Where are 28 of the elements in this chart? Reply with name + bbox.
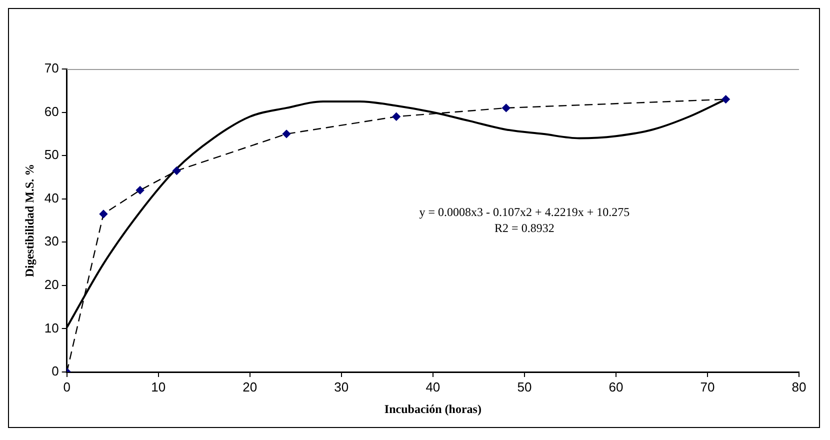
x-tick-label: 50 — [517, 379, 532, 394]
y-tick-label: 50 — [44, 147, 59, 162]
x-tick-label: 70 — [700, 379, 715, 394]
annotation: R2 = 0.8932 — [494, 221, 554, 236]
point — [136, 186, 144, 194]
x-tick-label: 30 — [334, 379, 349, 394]
x-tick-label: 60 — [608, 379, 624, 394]
point — [282, 130, 291, 138]
x-tick-label: 10 — [151, 379, 166, 394]
y-tick-label: 10 — [44, 320, 59, 336]
point — [722, 95, 730, 104]
x-tick-label: 80 — [792, 379, 806, 394]
y-tick-label: 20 — [44, 277, 59, 292]
y-tick-label: 40 — [44, 190, 59, 206]
x-tick-label: 40 — [426, 379, 440, 394]
y-axis-title: Digestibilidad M.S. % — [22, 164, 36, 278]
x-tick-label: 20 — [242, 379, 258, 394]
y-tick-label: 0 — [52, 364, 59, 379]
y-tick-label: 70 — [44, 60, 59, 76]
x-axis-title: Incubación (horas) — [384, 402, 482, 416]
y-tick-label: 30 — [44, 234, 59, 249]
point — [502, 104, 510, 112]
annotation: y = 0.0008x3 - 0.107x2 + 4.2219x + 10.275 — [419, 205, 630, 220]
point — [99, 210, 108, 218]
point — [172, 166, 181, 175]
y-tick-label: 60 — [44, 104, 59, 119]
point — [392, 112, 400, 121]
x-tick-label: 0 — [63, 379, 70, 394]
